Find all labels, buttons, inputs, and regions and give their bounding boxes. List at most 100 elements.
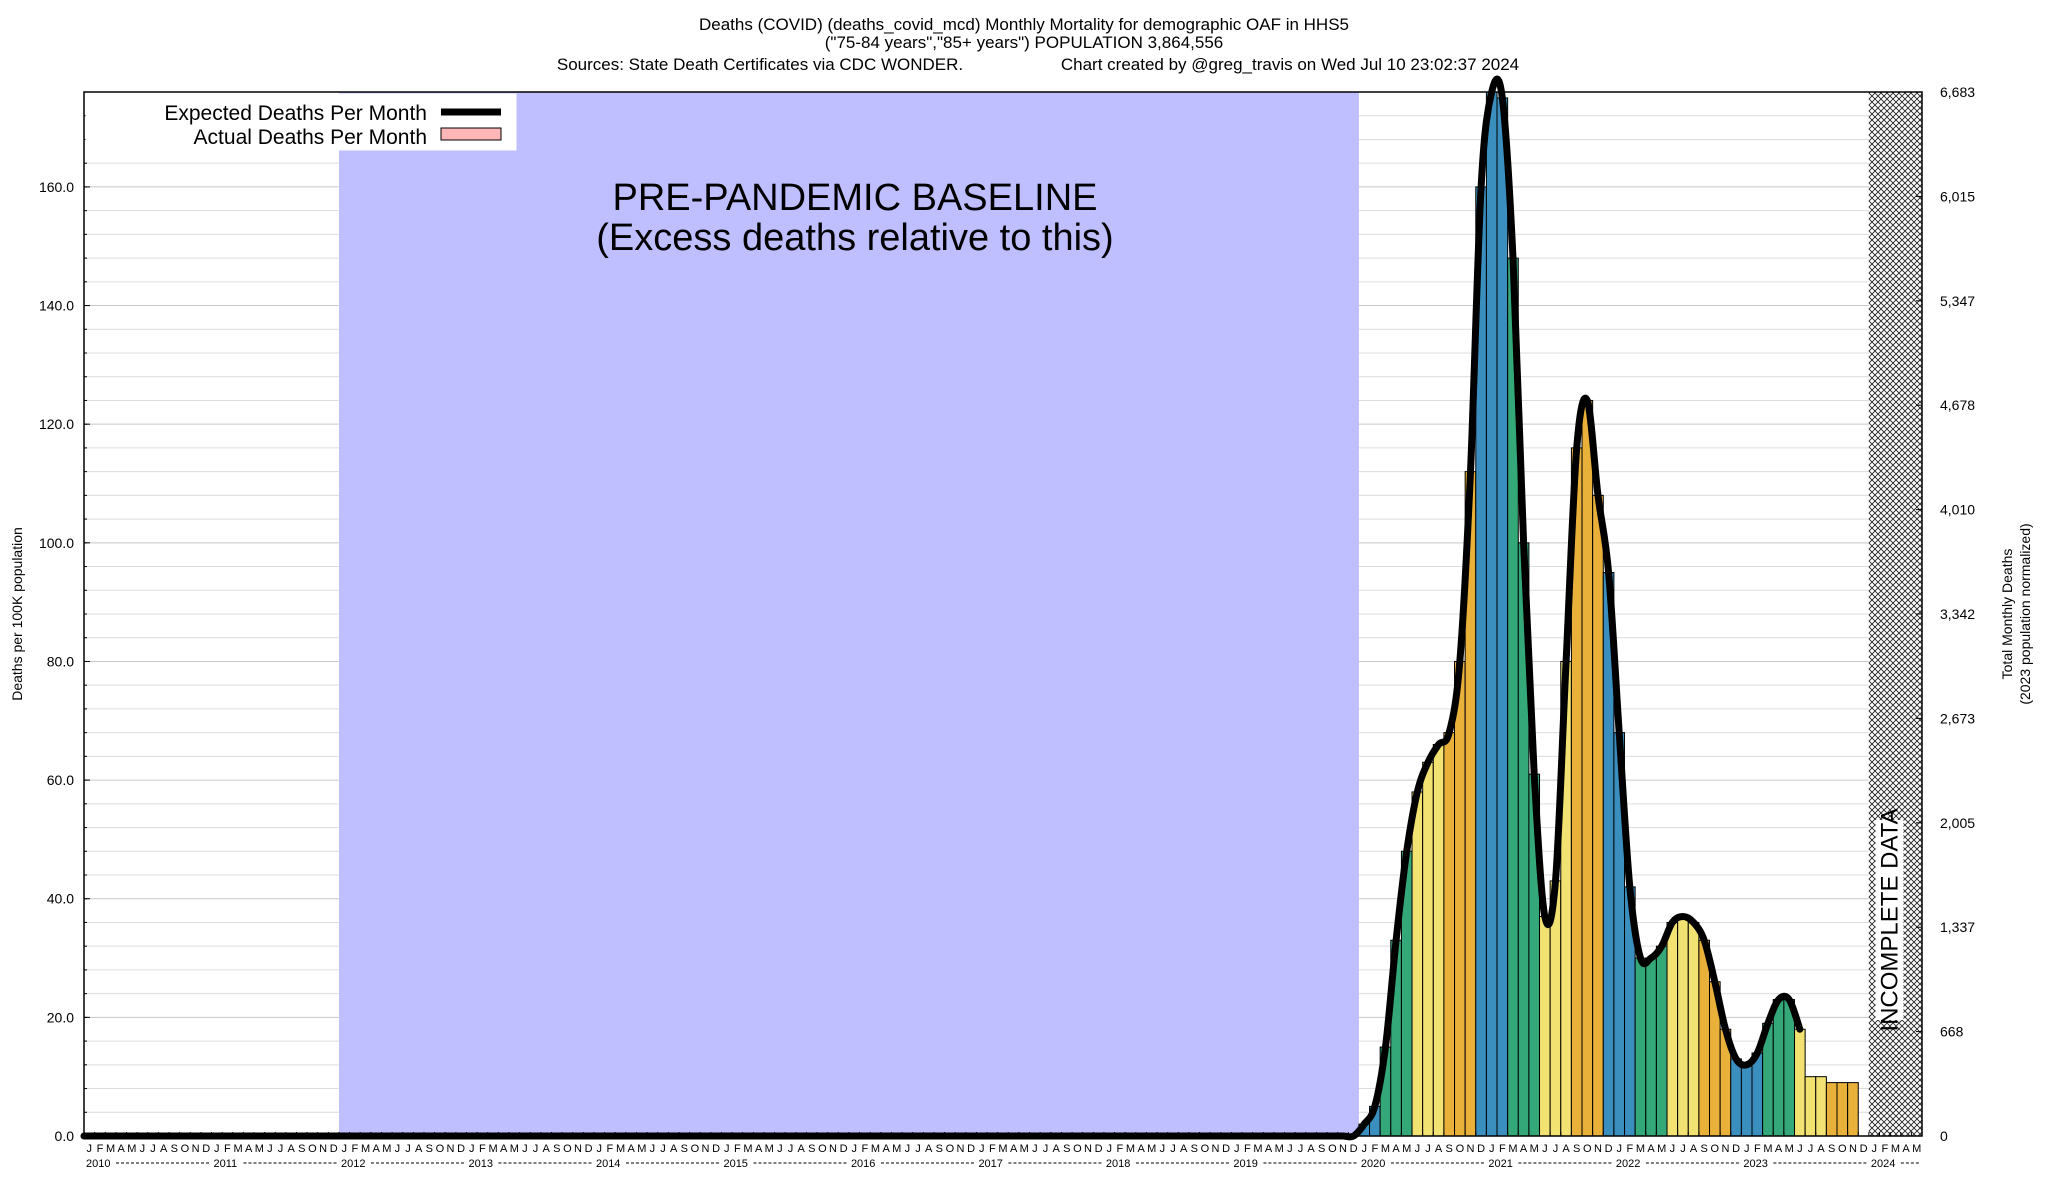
x-axis-month-label: J: [979, 1143, 985, 1155]
x-axis-month-label: J: [1670, 1143, 1676, 1155]
x-axis-month-label: J: [724, 1143, 730, 1155]
x-axis-month-label: A: [1520, 1143, 1528, 1155]
x-axis-month-label: O: [1583, 1143, 1592, 1155]
x-axis-month-label: S: [1701, 1143, 1708, 1155]
x-axis-year-label: 2024: [1871, 1158, 1895, 1170]
x-axis-month-label: S: [298, 1143, 305, 1155]
x-axis-year-label: 2023: [1743, 1158, 1767, 1170]
baseline-annotation: PRE-PANDEMIC BASELINE (Excess deaths rel…: [596, 177, 1113, 259]
x-axis-month-label: J: [1170, 1143, 1176, 1155]
x-axis-month-label: J: [533, 1143, 539, 1155]
x-axis-month-label: A: [542, 1143, 550, 1155]
x-axis-month-label: N: [1594, 1143, 1602, 1155]
x-axis-month-label: M: [1891, 1143, 1900, 1155]
x-axis-month-label: J: [905, 1143, 911, 1155]
x-axis-month-label: S: [808, 1143, 815, 1155]
actual-deaths-bar: [1581, 399, 1594, 1137]
x-axis-month-label: F: [1244, 1143, 1251, 1155]
x-axis-month-label: M: [1402, 1143, 1411, 1155]
x-axis-year-label: 2021: [1488, 1158, 1512, 1170]
x-axis-month-label: A: [118, 1143, 126, 1155]
x-axis-month-label: J: [150, 1143, 156, 1155]
x-axis-month-label: F: [1626, 1143, 1633, 1155]
x-axis-year-label: 2012: [341, 1158, 365, 1170]
chart-title-line-3: Sources: State Death Certificates via CD…: [557, 55, 963, 74]
x-axis-month-label: J: [140, 1143, 146, 1155]
x-axis-month-label: N: [702, 1143, 710, 1155]
x-axis-month-label: M: [106, 1143, 115, 1155]
x-axis-month-label: N: [447, 1143, 455, 1155]
x-axis-month-label: M: [1657, 1143, 1666, 1155]
x-axis-month-label: M: [233, 1143, 242, 1155]
x-axis-month-label: J: [852, 1143, 858, 1155]
x-axis-month-label: A: [1562, 1143, 1570, 1155]
x-axis-month-label: J: [395, 1143, 401, 1155]
x-axis-month-label: M: [255, 1143, 264, 1155]
actual-deaths-bar: [1422, 761, 1434, 1137]
x-axis-month-label: M: [892, 1143, 901, 1155]
x-axis-month-label: J: [342, 1143, 348, 1155]
incomplete-data-annotation: INCOMPLETE DATA: [1875, 808, 1904, 1032]
x-axis-month-label: A: [1265, 1143, 1273, 1155]
x-axis-month-label: M: [1508, 1143, 1517, 1155]
x-axis-month-label: J: [1415, 1143, 1421, 1155]
x-axis-month-label: A: [1137, 1143, 1145, 1155]
x-axis-month-label: N: [574, 1143, 582, 1155]
x-axis-month-label: M: [127, 1143, 136, 1155]
x-axis-month-label: A: [500, 1143, 508, 1155]
x-axis-month-label: F: [479, 1143, 486, 1155]
x-axis-month-label: A: [1307, 1143, 1315, 1155]
x-axis-month-label: N: [319, 1143, 327, 1155]
x-axis-month-label: A: [1052, 1143, 1060, 1155]
actual-deaths-bar: [1666, 921, 1679, 1137]
x-axis-month-label: J: [1361, 1143, 1367, 1155]
x-axis-month-label: S: [1446, 1143, 1453, 1155]
x-axis-month-label: F: [97, 1143, 104, 1155]
x-axis-month-label: O: [1456, 1143, 1465, 1155]
actual-deaths-bar: [1772, 999, 1785, 1137]
x-axis-month-label: A: [627, 1143, 635, 1155]
incomplete-data-label-background: [1875, 820, 1904, 1020]
x-axis-year-label: 2013: [468, 1158, 492, 1170]
x-axis-month-label: N: [1339, 1143, 1347, 1155]
x-axis-month-label: O: [1073, 1143, 1082, 1155]
x-axis-month-label: N: [1084, 1143, 1092, 1155]
left-axis-tick-label: 160.0: [39, 179, 74, 195]
right-axis-tick-label: 3,342: [1940, 606, 1975, 622]
x-axis-month-label: D: [202, 1143, 210, 1155]
x-axis-month-label: J: [1489, 1143, 1495, 1155]
actual-deaths-bar: [1825, 1082, 1838, 1137]
x-axis-month-label: M: [488, 1143, 497, 1155]
x-axis-month-label: D: [1605, 1143, 1613, 1155]
x-axis-month-label: J: [650, 1143, 656, 1155]
actual-deaths-bar: [1454, 660, 1466, 1137]
x-axis-month-label: O: [1838, 1143, 1847, 1155]
x-axis-month-label: M: [765, 1143, 774, 1155]
left-axis-tick-label: 0.0: [55, 1128, 75, 1144]
x-axis-month-label: J: [87, 1143, 93, 1155]
x-axis-month-label: M: [361, 1143, 370, 1155]
x-axis-month-label: N: [1212, 1143, 1220, 1155]
x-axis-month-label: A: [1180, 1143, 1188, 1155]
x-axis-year-label: 2019: [1233, 1158, 1257, 1170]
right-axis-tick-label: 668: [1940, 1024, 1964, 1040]
x-axis-month-label: O: [308, 1143, 317, 1155]
x-axis-month-label: A: [1690, 1143, 1698, 1155]
x-axis-month-label: M: [616, 1143, 625, 1155]
x-axis-month-label: O: [563, 1143, 572, 1155]
x-axis-month-label: A: [1392, 1143, 1400, 1155]
right-axis-tick-label: 1,337: [1940, 919, 1975, 935]
actual-deaths-bar: [1815, 1076, 1827, 1137]
x-axis-month-label: D: [1350, 1143, 1358, 1155]
x-axis-month-label: O: [1201, 1143, 1210, 1155]
x-axis-month-label: A: [372, 1143, 380, 1155]
x-axis-month-label: J: [1744, 1143, 1750, 1155]
baseline-annotation-line-1: PRE-PANDEMIC BASELINE: [613, 177, 1098, 219]
left-axis-tick-label: 80.0: [47, 653, 74, 669]
x-axis-month-label: A: [1647, 1143, 1655, 1155]
x-axis-month-label: A: [670, 1143, 678, 1155]
x-axis-month-label: J: [1032, 1143, 1038, 1155]
x-axis-month-label: S: [936, 1143, 943, 1155]
